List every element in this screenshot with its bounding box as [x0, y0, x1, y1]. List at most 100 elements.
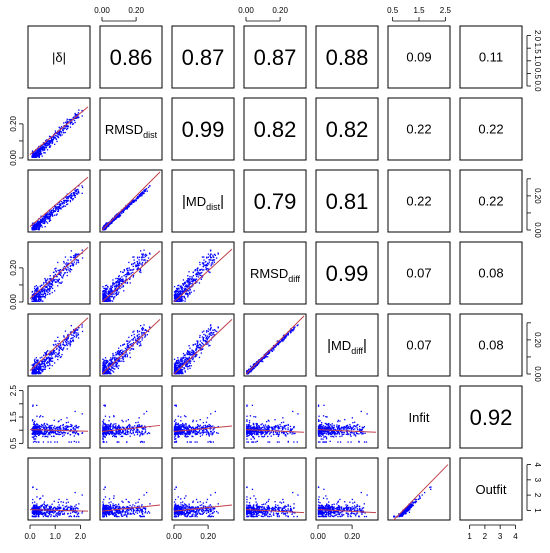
data-point: [180, 370, 183, 373]
data-point: [48, 220, 51, 222]
data-point: [35, 371, 37, 373]
data-point: [107, 365, 109, 367]
data-point: [206, 268, 208, 270]
data-point: [48, 432, 50, 434]
data-point: [109, 371, 111, 373]
data-point: [37, 153, 40, 155]
data-point: [180, 295, 183, 298]
data-point: [133, 330, 135, 332]
data-point: [116, 365, 118, 367]
data-point: [61, 281, 63, 283]
data-point: [209, 344, 211, 347]
data-point: [43, 422, 46, 425]
data-point: [72, 337, 74, 339]
data-point: [33, 432, 36, 434]
data-point: [58, 126, 60, 128]
data-point: [208, 259, 210, 261]
data-point: [133, 434, 136, 436]
data-point: [64, 330, 67, 332]
data-point: [67, 259, 69, 261]
data-point: [118, 283, 121, 285]
data-point: [70, 196, 73, 199]
data-point: [214, 253, 216, 255]
data-point: [107, 366, 109, 368]
data-point: [185, 293, 187, 295]
data-point: [54, 268, 56, 270]
data-point: [43, 432, 45, 434]
data-point: [43, 426, 45, 428]
data-point: [196, 345, 198, 347]
data-point: [104, 285, 107, 287]
data-point: [126, 269, 129, 271]
data-point: [65, 339, 67, 341]
data-point: [60, 425, 62, 427]
data-point: [111, 286, 113, 288]
data-point: [147, 330, 150, 333]
data-point: [127, 271, 130, 273]
data-point: [69, 199, 71, 202]
data-point: [78, 327, 80, 329]
data-point: [78, 185, 80, 187]
data-point: [50, 435, 53, 438]
data-point: [64, 428, 67, 431]
data-point: [34, 297, 36, 299]
data-point: [66, 269, 68, 271]
data-point: [112, 220, 114, 222]
data-point: [57, 279, 59, 282]
data-point: [208, 333, 210, 335]
data-point: [287, 333, 289, 335]
data-point: [253, 364, 255, 367]
data-point: [116, 360, 119, 362]
data-point: [103, 419, 105, 421]
data-point: [57, 134, 59, 136]
data-point: [67, 342, 69, 344]
data-point: [187, 282, 189, 284]
data-point: [50, 285, 53, 288]
data-point: [35, 441, 37, 443]
data-point: [49, 213, 51, 215]
data-point: [217, 327, 219, 329]
data-point: [179, 363, 181, 365]
data-point: [115, 361, 117, 364]
data-point: [66, 124, 68, 126]
data-point: [109, 298, 111, 300]
data-point: [66, 274, 68, 277]
data-point: [117, 284, 119, 286]
data-point: [70, 325, 72, 327]
data-point: [33, 436, 35, 438]
data-point: [106, 284, 108, 286]
data-point: [276, 340, 278, 342]
data-point: [181, 358, 183, 360]
data-point: [132, 201, 134, 203]
data-point: [38, 148, 40, 150]
data-point: [48, 284, 50, 286]
data-point: [115, 364, 118, 366]
data-point: [42, 366, 45, 368]
data-point: [31, 420, 34, 422]
data-point: [142, 253, 145, 255]
data-point: [137, 338, 139, 340]
data-point: [107, 371, 109, 374]
data-point: [38, 222, 40, 224]
data-point: [32, 428, 34, 430]
data-point: [129, 426, 131, 429]
data-point: [38, 151, 40, 154]
data-point: [46, 286, 48, 288]
data-point: [63, 339, 66, 341]
data-point: [210, 253, 212, 255]
data-point: [76, 193, 79, 195]
data-point: [127, 433, 129, 435]
data-point: [34, 291, 36, 293]
data-point: [62, 277, 64, 279]
data-point: [70, 425, 73, 428]
data-point: [77, 332, 79, 334]
data-point: [35, 427, 37, 430]
data-point: [118, 353, 121, 355]
data-point: [34, 435, 37, 437]
data-point: [105, 371, 107, 373]
data-point: [57, 203, 59, 205]
data-point: [180, 360, 182, 363]
data-point: [39, 368, 41, 370]
data-point: [107, 426, 109, 429]
data-point: [175, 366, 177, 368]
